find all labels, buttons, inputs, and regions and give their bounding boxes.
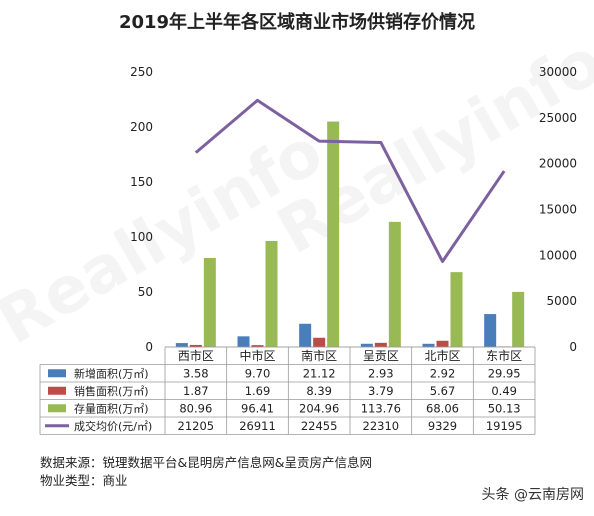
x-category-label: 中市区	[239, 348, 275, 363]
legend-label: 新增面积(万㎡)	[74, 366, 149, 380]
legend-label: 成交均价(元/㎡)	[74, 419, 152, 433]
bar	[265, 240, 278, 347]
y-left-tick-label: 50	[138, 285, 153, 299]
data-label: 3.58	[183, 366, 209, 380]
data-label: 1.69	[245, 384, 271, 398]
bar	[175, 343, 188, 347]
data-label: 21205	[178, 419, 215, 433]
x-category-label: 呈贡区	[363, 349, 399, 363]
data-label: 204.96	[299, 401, 339, 415]
data-label: 21.12	[303, 366, 336, 380]
data-label: 9329	[428, 419, 457, 433]
data-label: 26911	[239, 419, 276, 433]
data-label: 2.93	[368, 366, 394, 380]
data-label: 2.92	[430, 366, 456, 380]
data-label: 113.76	[361, 401, 401, 415]
y-left-tick-label: 100	[130, 230, 153, 244]
data-label: 96.41	[241, 401, 274, 415]
bar	[484, 314, 497, 347]
bar	[512, 291, 525, 347]
bar	[360, 343, 373, 347]
y-right-tick-label: 30000	[539, 65, 577, 79]
y-right-tick-label: 5000	[546, 294, 577, 308]
bar	[251, 345, 264, 347]
y-right-tick-label: 10000	[539, 248, 577, 262]
data-label: 3.79	[368, 384, 394, 398]
data-label: 22455	[301, 419, 338, 433]
data-source: 数据来源：锐理数据平台&昆明房产信息网&呈贡房产信息网	[40, 455, 372, 470]
data-label: 29.95	[488, 366, 521, 380]
y-right-tick-label: 0	[569, 340, 577, 354]
data-label: 68.06	[426, 401, 459, 415]
bar	[436, 340, 449, 347]
y-right-tick-label: 15000	[539, 203, 577, 217]
bar	[374, 342, 387, 347]
data-label: 22310	[363, 419, 400, 433]
x-category-label: 西市区	[178, 348, 214, 363]
bar	[237, 336, 250, 347]
bar	[299, 323, 312, 347]
legend-label: 销售面积(万㎡)	[74, 384, 149, 398]
data-label: 0.49	[491, 384, 517, 398]
bar	[203, 257, 216, 347]
bar	[313, 337, 326, 347]
data-label: 8.39	[306, 384, 332, 398]
bar	[422, 343, 435, 347]
bar	[388, 221, 401, 347]
data-label: 80.96	[179, 401, 212, 415]
x-category-label: 北市区	[424, 348, 460, 363]
property-type: 物业类型：商业	[40, 473, 128, 488]
data-label: 5.67	[430, 384, 456, 398]
credit-watermark: 头条 @云南房网	[481, 487, 584, 503]
y-left-tick-label: 250	[130, 65, 153, 79]
x-category-label: 东市区	[486, 348, 522, 363]
chart-title: 2019年上半年各区域商业市场供销存价情况	[118, 12, 476, 33]
bar	[450, 272, 463, 347]
y-left-tick-label: 150	[130, 175, 153, 189]
data-label: 9.70	[245, 366, 271, 380]
y-right-tick-label: 20000	[539, 157, 577, 171]
y-right-tick-label: 25000	[539, 111, 577, 125]
price-line	[194, 98, 506, 263]
y-left-tick-label: 200	[130, 120, 153, 134]
legend-swatch	[48, 369, 66, 378]
bar	[327, 121, 340, 347]
data-label: 1.87	[183, 384, 209, 398]
x-category-label: 南市区	[301, 348, 337, 363]
data-label: 19195	[486, 419, 523, 433]
data-label: 50.13	[488, 401, 521, 415]
bar	[189, 344, 202, 347]
y-left-tick-label: 0	[145, 340, 153, 354]
legend-swatch	[48, 386, 66, 395]
legend-label: 存量面积(万㎡)	[74, 401, 149, 415]
legend-swatch	[48, 404, 66, 413]
